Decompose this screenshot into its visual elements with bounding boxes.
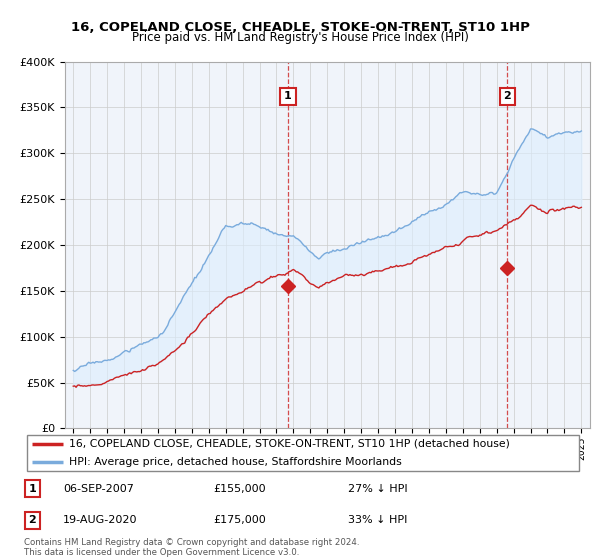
Text: 1: 1	[284, 91, 292, 101]
Text: £155,000: £155,000	[214, 484, 266, 494]
Text: 1: 1	[28, 484, 36, 494]
Text: Contains HM Land Registry data © Crown copyright and database right 2024.
This d: Contains HM Land Registry data © Crown c…	[24, 538, 359, 557]
Text: 2: 2	[503, 91, 511, 101]
Text: 2: 2	[28, 515, 36, 525]
Text: HPI: Average price, detached house, Staffordshire Moorlands: HPI: Average price, detached house, Staf…	[68, 458, 401, 467]
Text: £175,000: £175,000	[214, 515, 266, 525]
FancyBboxPatch shape	[27, 435, 579, 471]
Text: 27% ↓ HPI: 27% ↓ HPI	[347, 484, 407, 494]
Text: 33% ↓ HPI: 33% ↓ HPI	[347, 515, 407, 525]
Text: 19-AUG-2020: 19-AUG-2020	[63, 515, 137, 525]
Text: 16, COPELAND CLOSE, CHEADLE, STOKE-ON-TRENT, ST10 1HP (detached house): 16, COPELAND CLOSE, CHEADLE, STOKE-ON-TR…	[68, 439, 509, 449]
Text: 16, COPELAND CLOSE, CHEADLE, STOKE-ON-TRENT, ST10 1HP: 16, COPELAND CLOSE, CHEADLE, STOKE-ON-TR…	[71, 21, 529, 34]
Text: Price paid vs. HM Land Registry's House Price Index (HPI): Price paid vs. HM Land Registry's House …	[131, 31, 469, 44]
Text: 06-SEP-2007: 06-SEP-2007	[63, 484, 134, 494]
